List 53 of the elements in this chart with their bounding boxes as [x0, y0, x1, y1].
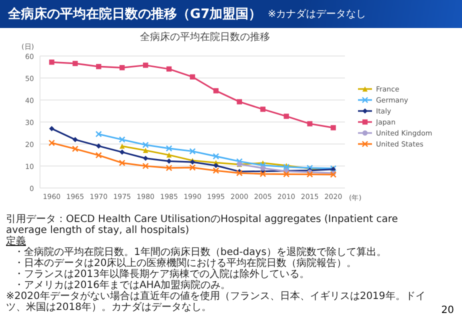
point — [72, 60, 78, 66]
chart-subtitle: ※カナダはデータなし — [268, 8, 366, 21]
point — [142, 162, 149, 170]
point — [236, 158, 243, 165]
point — [213, 88, 219, 94]
text: ・日本のデータは20床以上の医療機関における平均在院日数（病院報告）。 — [13, 258, 358, 269]
point — [49, 126, 54, 132]
point — [283, 170, 290, 178]
point — [118, 136, 126, 143]
point — [284, 114, 289, 119]
point — [120, 65, 125, 70]
point — [118, 160, 126, 166]
text: ・アメリカは2016年まではAHA加盟病院のみ。 — [13, 280, 232, 291]
point — [306, 171, 314, 178]
point — [96, 143, 102, 149]
text: 引用データ：OECD Health Care UtilisationのHospital aggregates (Inpatient care average length of stay, all hospitals) — [6, 214, 399, 236]
point — [260, 170, 266, 178]
point — [142, 62, 148, 68]
text: 全病床の平均在院日数の推移 — [140, 31, 270, 43]
point — [213, 162, 219, 168]
point — [120, 150, 125, 155]
text: ・フランスは2013年以降長期ケア病棟での入院は除外している。 — [13, 269, 310, 280]
point — [72, 137, 78, 142]
point — [260, 162, 266, 169]
text: 20 — [441, 305, 454, 316]
point — [166, 164, 172, 172]
point — [166, 66, 172, 72]
point — [189, 164, 196, 171]
text: ・全病院の平均在院日数。1年間の病床日数（bed-days）を退院数で除して算出。 — [13, 247, 388, 258]
point — [166, 152, 172, 158]
point — [189, 148, 196, 155]
text: 定義 — [6, 236, 27, 247]
text: ※2020年データがない場合は直近年の値を使用（フランス、日本、イギリスは2019年。ドイツ、米国は2018年）。カナダはデータなし。 — [6, 291, 426, 313]
point — [142, 148, 148, 153]
point — [142, 142, 149, 148]
point — [190, 74, 196, 80]
point — [260, 166, 266, 171]
point — [72, 146, 78, 152]
point — [166, 145, 172, 152]
point — [95, 130, 102, 138]
point — [212, 153, 220, 160]
point — [212, 167, 220, 174]
chart-title: 全病床の平均在院日数の推移（G7加盟国） — [8, 6, 262, 23]
point — [48, 140, 55, 146]
point — [49, 60, 54, 65]
point — [236, 99, 242, 104]
point — [260, 106, 266, 112]
point — [330, 125, 336, 130]
point — [307, 121, 312, 126]
point — [96, 64, 102, 70]
point — [142, 156, 148, 161]
point — [120, 144, 125, 149]
point — [95, 152, 102, 158]
